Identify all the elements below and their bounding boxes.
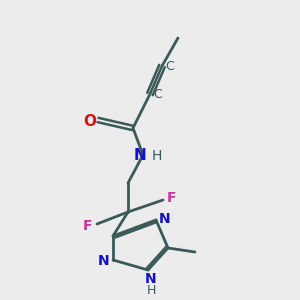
Text: N: N	[98, 254, 110, 268]
Text: F: F	[167, 191, 177, 205]
Text: N: N	[134, 148, 146, 164]
Text: H: H	[146, 284, 156, 296]
Text: F: F	[83, 219, 93, 233]
Text: N: N	[145, 272, 157, 286]
Text: O: O	[83, 113, 97, 128]
Text: H: H	[152, 149, 162, 163]
Text: C: C	[166, 61, 174, 74]
Text: N: N	[159, 212, 171, 226]
Text: C: C	[154, 88, 162, 101]
